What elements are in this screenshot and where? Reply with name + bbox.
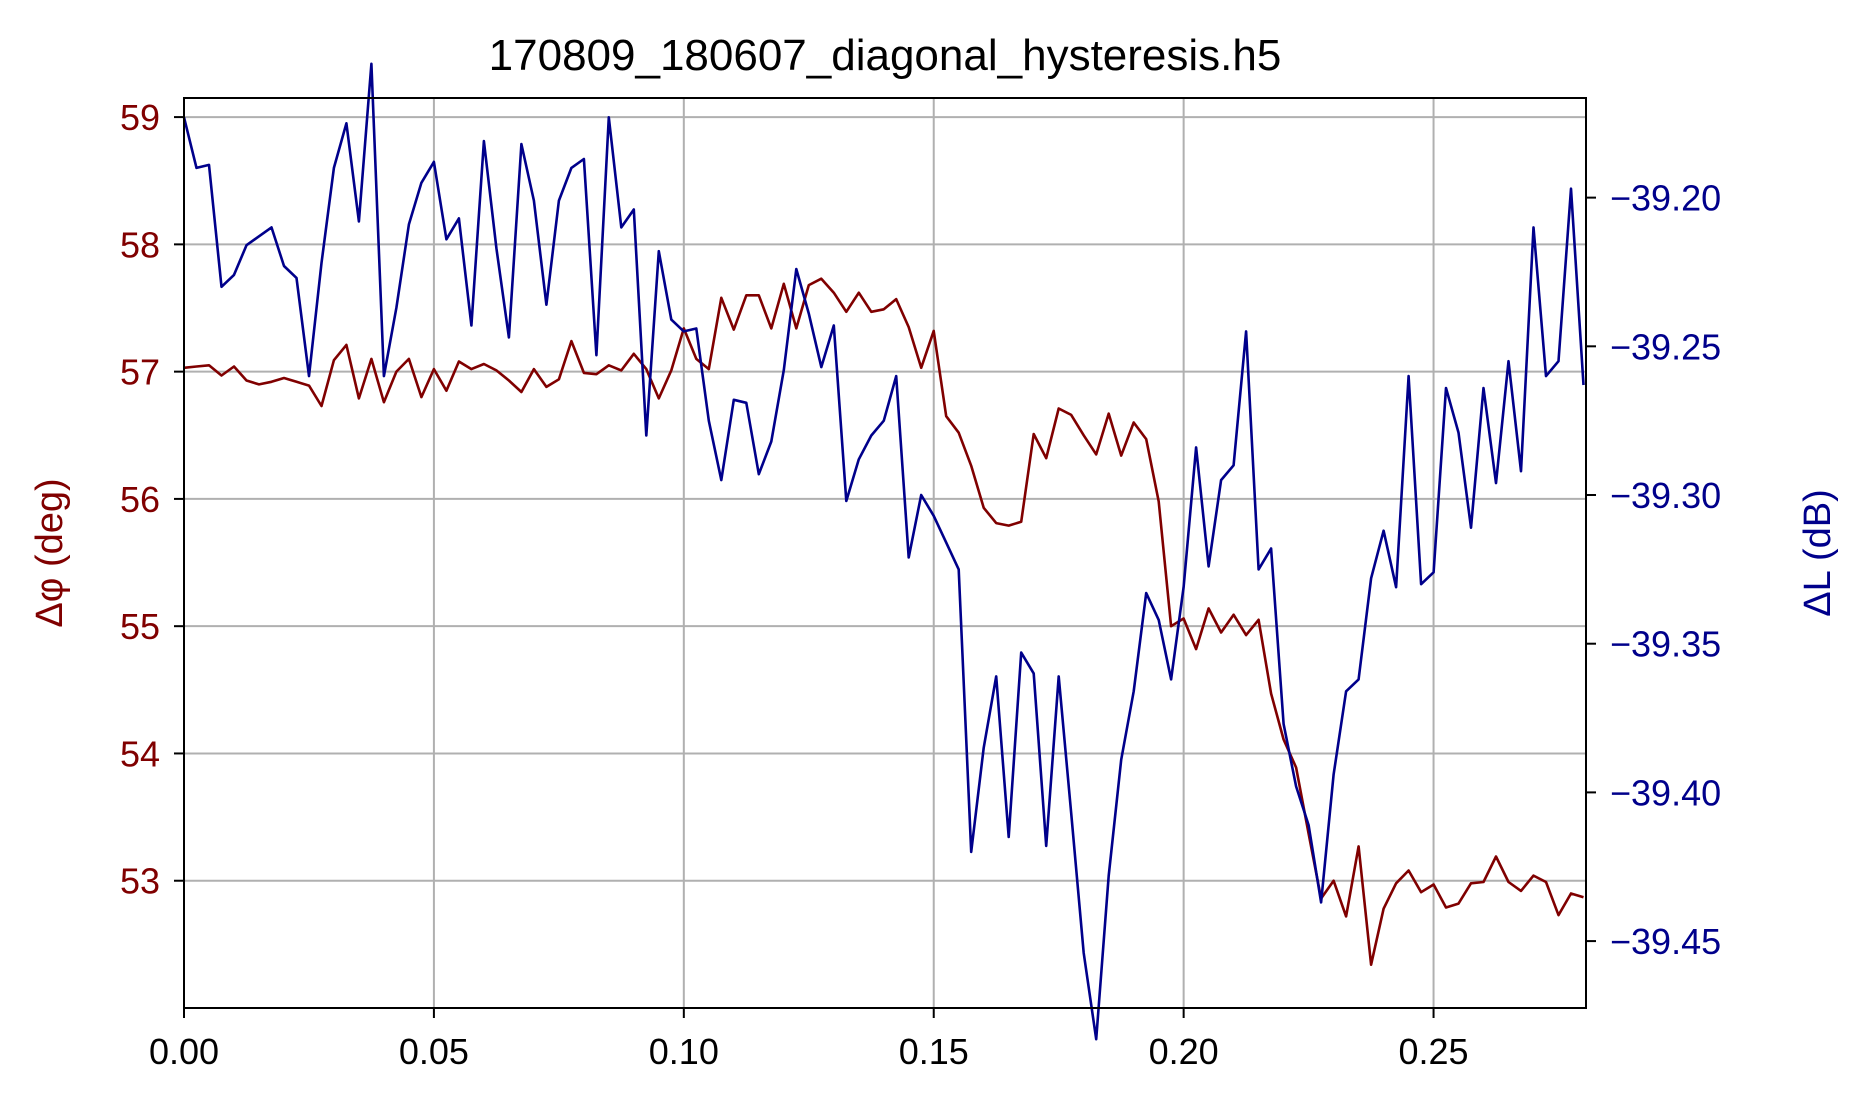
x-tick-label: 0.15 bbox=[899, 1031, 969, 1072]
y-left-tick-label: 54 bbox=[120, 733, 160, 774]
y-right-tick-label: −39.25 bbox=[1610, 326, 1721, 367]
y-left-tick-label: 58 bbox=[120, 224, 160, 265]
plot-frame bbox=[183, 97, 1587, 1009]
y-right-tick-label: −39.35 bbox=[1610, 624, 1721, 665]
axis-ticks: 0.00 0.05 0.10 0.15 0.20 0.25 53 54 55 56 57 58 59 −3… bbox=[120, 97, 1721, 1072]
chart-title: 170809_180607_diagonal_hysteresis.h5 bbox=[489, 31, 1282, 80]
series-line-phase bbox=[183, 277, 1584, 967]
x-tick-label: 0.10 bbox=[649, 1031, 719, 1072]
y-right-tick-label: −39.45 bbox=[1610, 921, 1721, 962]
x-tick-label: 0.25 bbox=[1399, 1031, 1469, 1072]
y-left-tick-label: 59 bbox=[120, 97, 160, 138]
x-tick-label: 0.20 bbox=[1149, 1031, 1219, 1072]
y-axis-left-label: Δφ (deg) bbox=[29, 478, 71, 627]
y-left-tick-label: 55 bbox=[120, 606, 160, 647]
y-right-tick-label: −39.40 bbox=[1610, 772, 1721, 813]
y-right-tick-label: −39.20 bbox=[1610, 178, 1721, 219]
x-tick-label: 0.05 bbox=[399, 1031, 469, 1072]
y-left-tick-label: 56 bbox=[120, 479, 160, 520]
y-axis-right-label: ΔL (dB) bbox=[1797, 489, 1839, 616]
series-lines bbox=[182, 62, 1585, 1041]
y-right-tick-label: −39.30 bbox=[1610, 475, 1721, 516]
grid-lines bbox=[183, 98, 1586, 1008]
series-line-loss bbox=[182, 62, 1585, 1041]
y-left-tick-label: 53 bbox=[120, 861, 160, 902]
y-left-tick-label: 57 bbox=[120, 352, 160, 393]
x-tick-label: 0.00 bbox=[149, 1031, 219, 1072]
